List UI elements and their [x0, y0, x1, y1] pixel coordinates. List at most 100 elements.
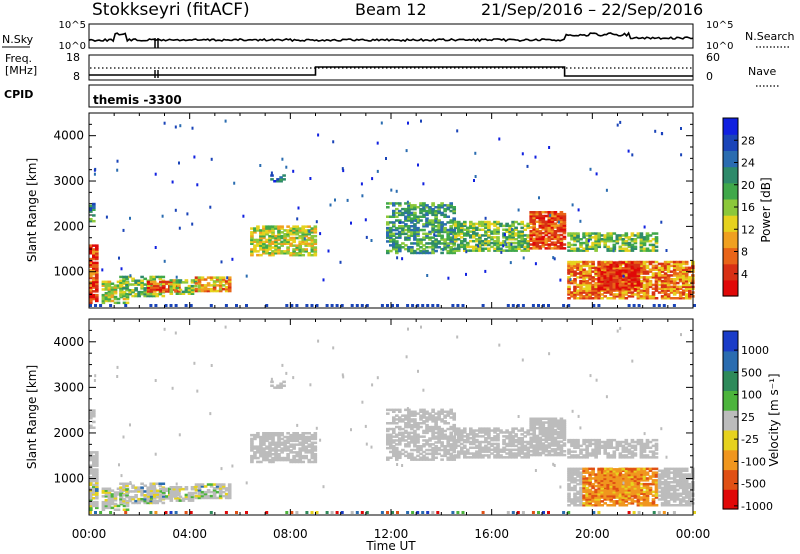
- velocity-echo-cell: [301, 456, 306, 460]
- power-echo-cell: [110, 288, 115, 291]
- velocity-echo-cell: [535, 442, 540, 445]
- velocity-echo-cell: [582, 482, 586, 486]
- power-echo-cell: [541, 214, 546, 218]
- velocity-echo-cell: [307, 445, 312, 448]
- velocity-echo-cell: [107, 502, 112, 506]
- velocity-echo-cell: [472, 456, 476, 459]
- velocity-echo-cell: [446, 439, 451, 442]
- velocity-echo-cell: [606, 442, 611, 446]
- power-echo-cell: [684, 283, 689, 287]
- velocity-echo-cell: [143, 501, 148, 505]
- power-scatter-point: [361, 194, 364, 198]
- power-echo-cell: [221, 278, 226, 281]
- power-scatter-point: [179, 124, 182, 128]
- power-echo-cell: [460, 241, 464, 245]
- power-scatter-point: [680, 127, 682, 130]
- velocity-echo-cell: [110, 489, 115, 492]
- velocity-echo-cell: [392, 410, 396, 414]
- power-echo-cell: [612, 243, 617, 247]
- power-echo-cell: [642, 279, 647, 283]
- power-echo-cell: [469, 226, 473, 230]
- power-echo-cell: [434, 225, 438, 228]
- power-echo-cell: [446, 236, 451, 239]
- power-echo-cell: [280, 250, 284, 253]
- velocity-echo-cell: [298, 443, 303, 446]
- power-echo-cell: [618, 267, 623, 270]
- power-echo-cell: [559, 237, 564, 241]
- velocity-echo-cell: [609, 440, 614, 444]
- velocity-echo-cell: [274, 458, 278, 462]
- velocity-echo-cell: [277, 432, 281, 435]
- power-echo-cell: [440, 223, 444, 226]
- power-echo-cell: [550, 224, 555, 227]
- power-echo-cell: [401, 228, 405, 232]
- velocity-echo-cell: [413, 443, 417, 446]
- power-echo-cell: [262, 246, 266, 249]
- velocity-echo-cell: [262, 458, 266, 462]
- velocity-echo-cell: [274, 453, 278, 456]
- power-echo-cell: [295, 236, 300, 240]
- power-echo-cell: [582, 272, 586, 275]
- power-echo-cell: [301, 253, 306, 257]
- power-echo-cell: [434, 230, 438, 234]
- power-echo-cell: [452, 209, 457, 213]
- power-echo-cell: [579, 260, 583, 264]
- power-echo-cell: [553, 245, 558, 248]
- velocity-echo-cell: [159, 487, 163, 491]
- power-echo-cell: [582, 291, 586, 294]
- velocity-echo-cell: [92, 464, 96, 468]
- power-echo-cell: [618, 263, 623, 266]
- velocity-echo-cell: [567, 452, 571, 455]
- velocity-echo-cell: [475, 438, 479, 442]
- velocity-echo-cell: [621, 454, 626, 457]
- power-echo-cell: [301, 233, 306, 236]
- velocity-echo-cell: [392, 420, 396, 423]
- power-echo-cell: [265, 250, 269, 253]
- velocity-echo-cell: [496, 442, 500, 446]
- power-echo-cell: [559, 218, 564, 222]
- velocity-echo-cell: [456, 450, 461, 453]
- power-echo-cell: [443, 209, 447, 213]
- power-scatter-point: [370, 239, 373, 242]
- power-echo-cell: [487, 243, 491, 247]
- power-echo-cell: [416, 238, 420, 241]
- power-echo-cell: [603, 276, 608, 279]
- power-low-range-point: [335, 304, 339, 307]
- velocity-echo-cell: [544, 453, 549, 457]
- power-echo-cell: [633, 245, 638, 249]
- velocity-echo-cell: [116, 487, 121, 491]
- velocity-echo-cell: [452, 416, 457, 419]
- velocity-echo-cell: [550, 417, 555, 421]
- velocity-echo-cell: [529, 425, 534, 428]
- velocity-echo-cell: [621, 456, 626, 459]
- power-echo-cell: [597, 278, 602, 281]
- power-echo-cell: [271, 227, 275, 230]
- power-scatter-point: [281, 157, 284, 161]
- power-echo-cell: [446, 232, 451, 236]
- power-echo-cell: [547, 222, 552, 225]
- velocity-echo-cell: [209, 496, 214, 500]
- power-echo-cell: [165, 282, 169, 286]
- power-echo-cell: [440, 242, 444, 245]
- power-echo-cell: [681, 285, 686, 289]
- power-echo-cell: [119, 279, 123, 282]
- power-echo-cell: [559, 214, 564, 218]
- power-echo-cell: [392, 244, 396, 247]
- power-echo-cell: [606, 238, 611, 241]
- velocity-echo-cell: [95, 491, 99, 494]
- velocity-echo-cell: [591, 500, 595, 503]
- power-echo-cell: [155, 275, 160, 279]
- velocity-echo-cell: [453, 442, 458, 446]
- velocity-echo-cell: [434, 416, 438, 419]
- power-echo-cell: [666, 268, 671, 271]
- power-echo-cell: [413, 232, 417, 236]
- power-echo-cell: [678, 270, 683, 273]
- power-echo-cell: [463, 238, 467, 241]
- velocity-echo-cell: [131, 495, 135, 499]
- power-echo-cell: [553, 237, 558, 241]
- velocity-echo-cell: [425, 429, 429, 433]
- velocity-echo-cell: [588, 471, 592, 474]
- velocity-echo-cell: [633, 448, 638, 452]
- power-echo-cell: [627, 278, 632, 281]
- power-echo-cell: [466, 230, 470, 233]
